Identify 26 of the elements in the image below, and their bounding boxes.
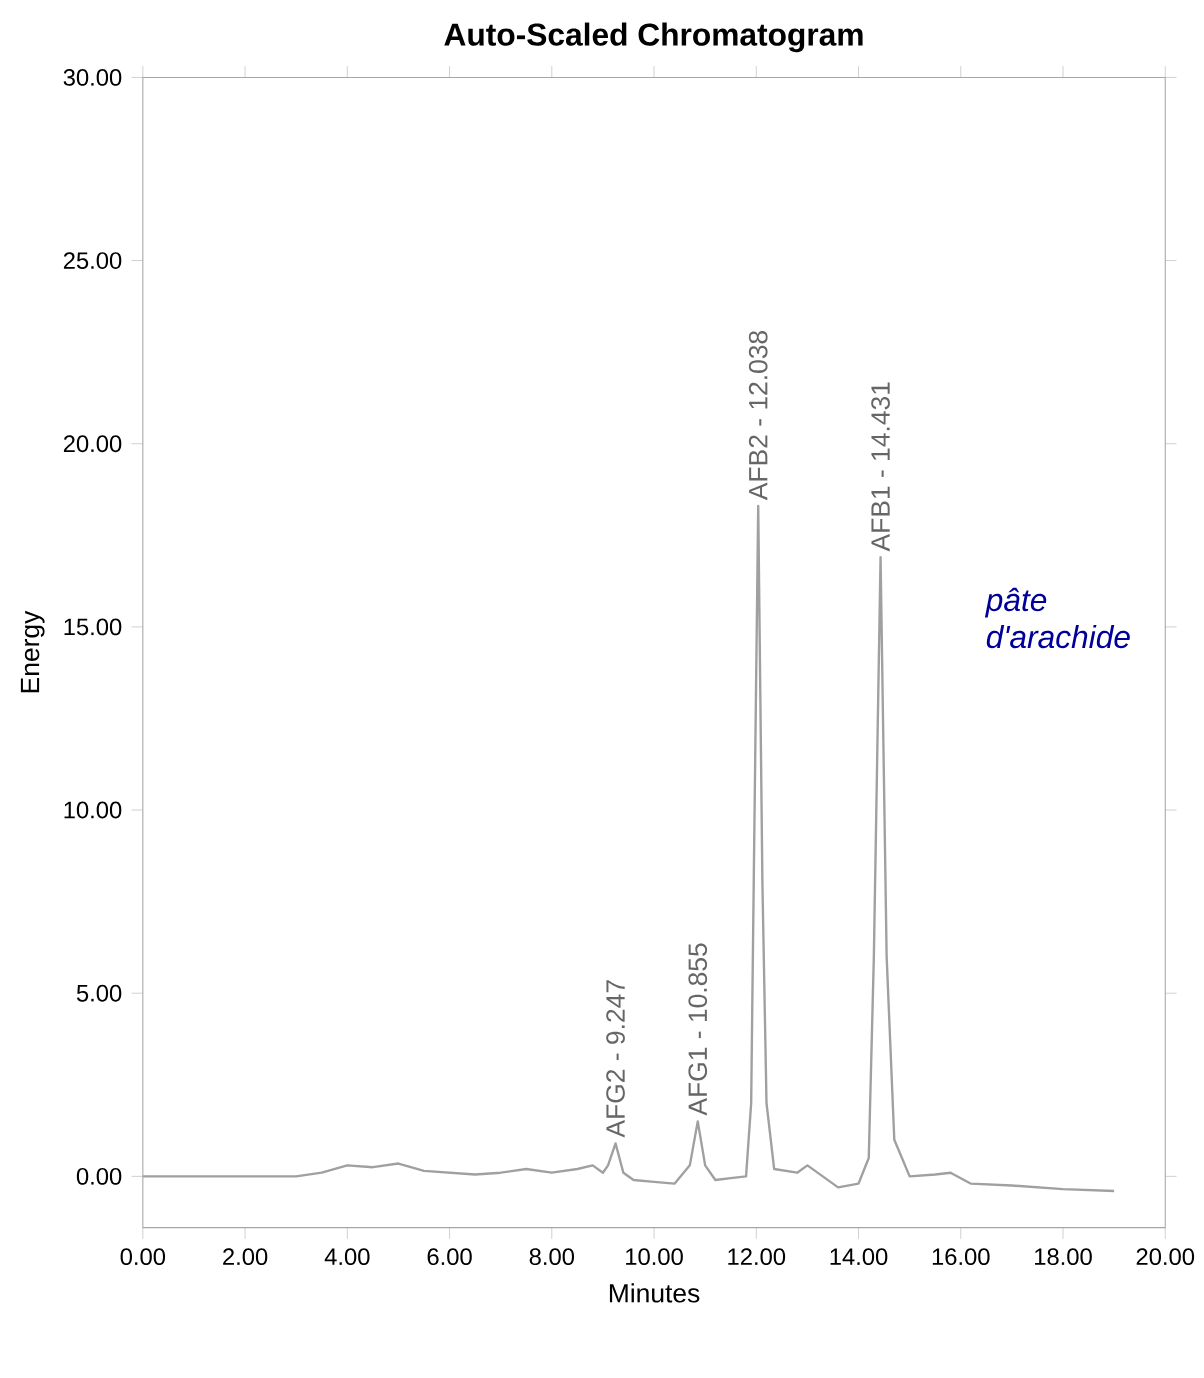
x-tick-label: 18.00 [1035, 1248, 1092, 1266]
annotation: AFB1 - 14.431 [871, 382, 890, 552]
x-tick-label: 12.00 [728, 1248, 786, 1266]
annotation: AFB2 - 12.038 [748, 330, 768, 501]
annotation: AFG1 - 10.855 [688, 943, 708, 1116]
x-tick-label: 16.00 [932, 1248, 990, 1266]
x-tick-label: 0.00 [120, 1248, 166, 1266]
y-tick-label: 30.00 [63, 68, 122, 86]
annotation: pâte d'arachide [985, 587, 1130, 649]
y-tick-label: 20.00 [64, 435, 122, 453]
annotation: AFG2 - 9.247 [606, 980, 625, 1138]
y-tick-label: 0.00 [76, 1167, 122, 1185]
chart-title: Auto-Scaled Chromatogram [444, 22, 863, 53]
y-tick-label: 15.00 [64, 618, 122, 636]
y-axis-title: Energy [21, 610, 45, 693]
y-tick-label: 25.00 [64, 252, 122, 270]
x-tick-label: 2.00 [223, 1248, 268, 1266]
x-tick-label: 14.00 [830, 1248, 888, 1266]
x-tick-label: 8.00 [529, 1248, 575, 1266]
x-tick-label: 10.00 [626, 1248, 683, 1266]
x-tick-label: 6.00 [427, 1248, 472, 1266]
x-tick-label: 20.00 [1136, 1248, 1195, 1266]
y-tick-label: 5.00 [76, 984, 122, 1002]
x-axis-title: Minutes [610, 1283, 700, 1303]
x-tick-label: 4.00 [324, 1248, 370, 1266]
y-tick-label: 10.00 [64, 801, 122, 819]
